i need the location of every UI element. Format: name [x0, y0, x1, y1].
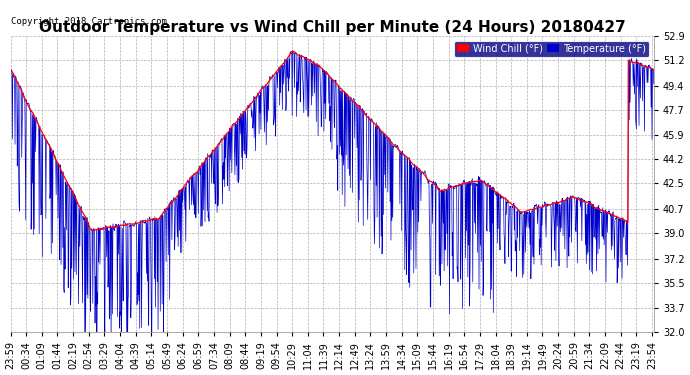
- Legend: Wind Chill (°F), Temperature (°F): Wind Chill (°F), Temperature (°F): [454, 41, 649, 57]
- Title: Outdoor Temperature vs Wind Chill per Minute (24 Hours) 20180427: Outdoor Temperature vs Wind Chill per Mi…: [39, 20, 626, 35]
- Text: Copyright 2018 Cartronics.com: Copyright 2018 Cartronics.com: [10, 16, 166, 26]
